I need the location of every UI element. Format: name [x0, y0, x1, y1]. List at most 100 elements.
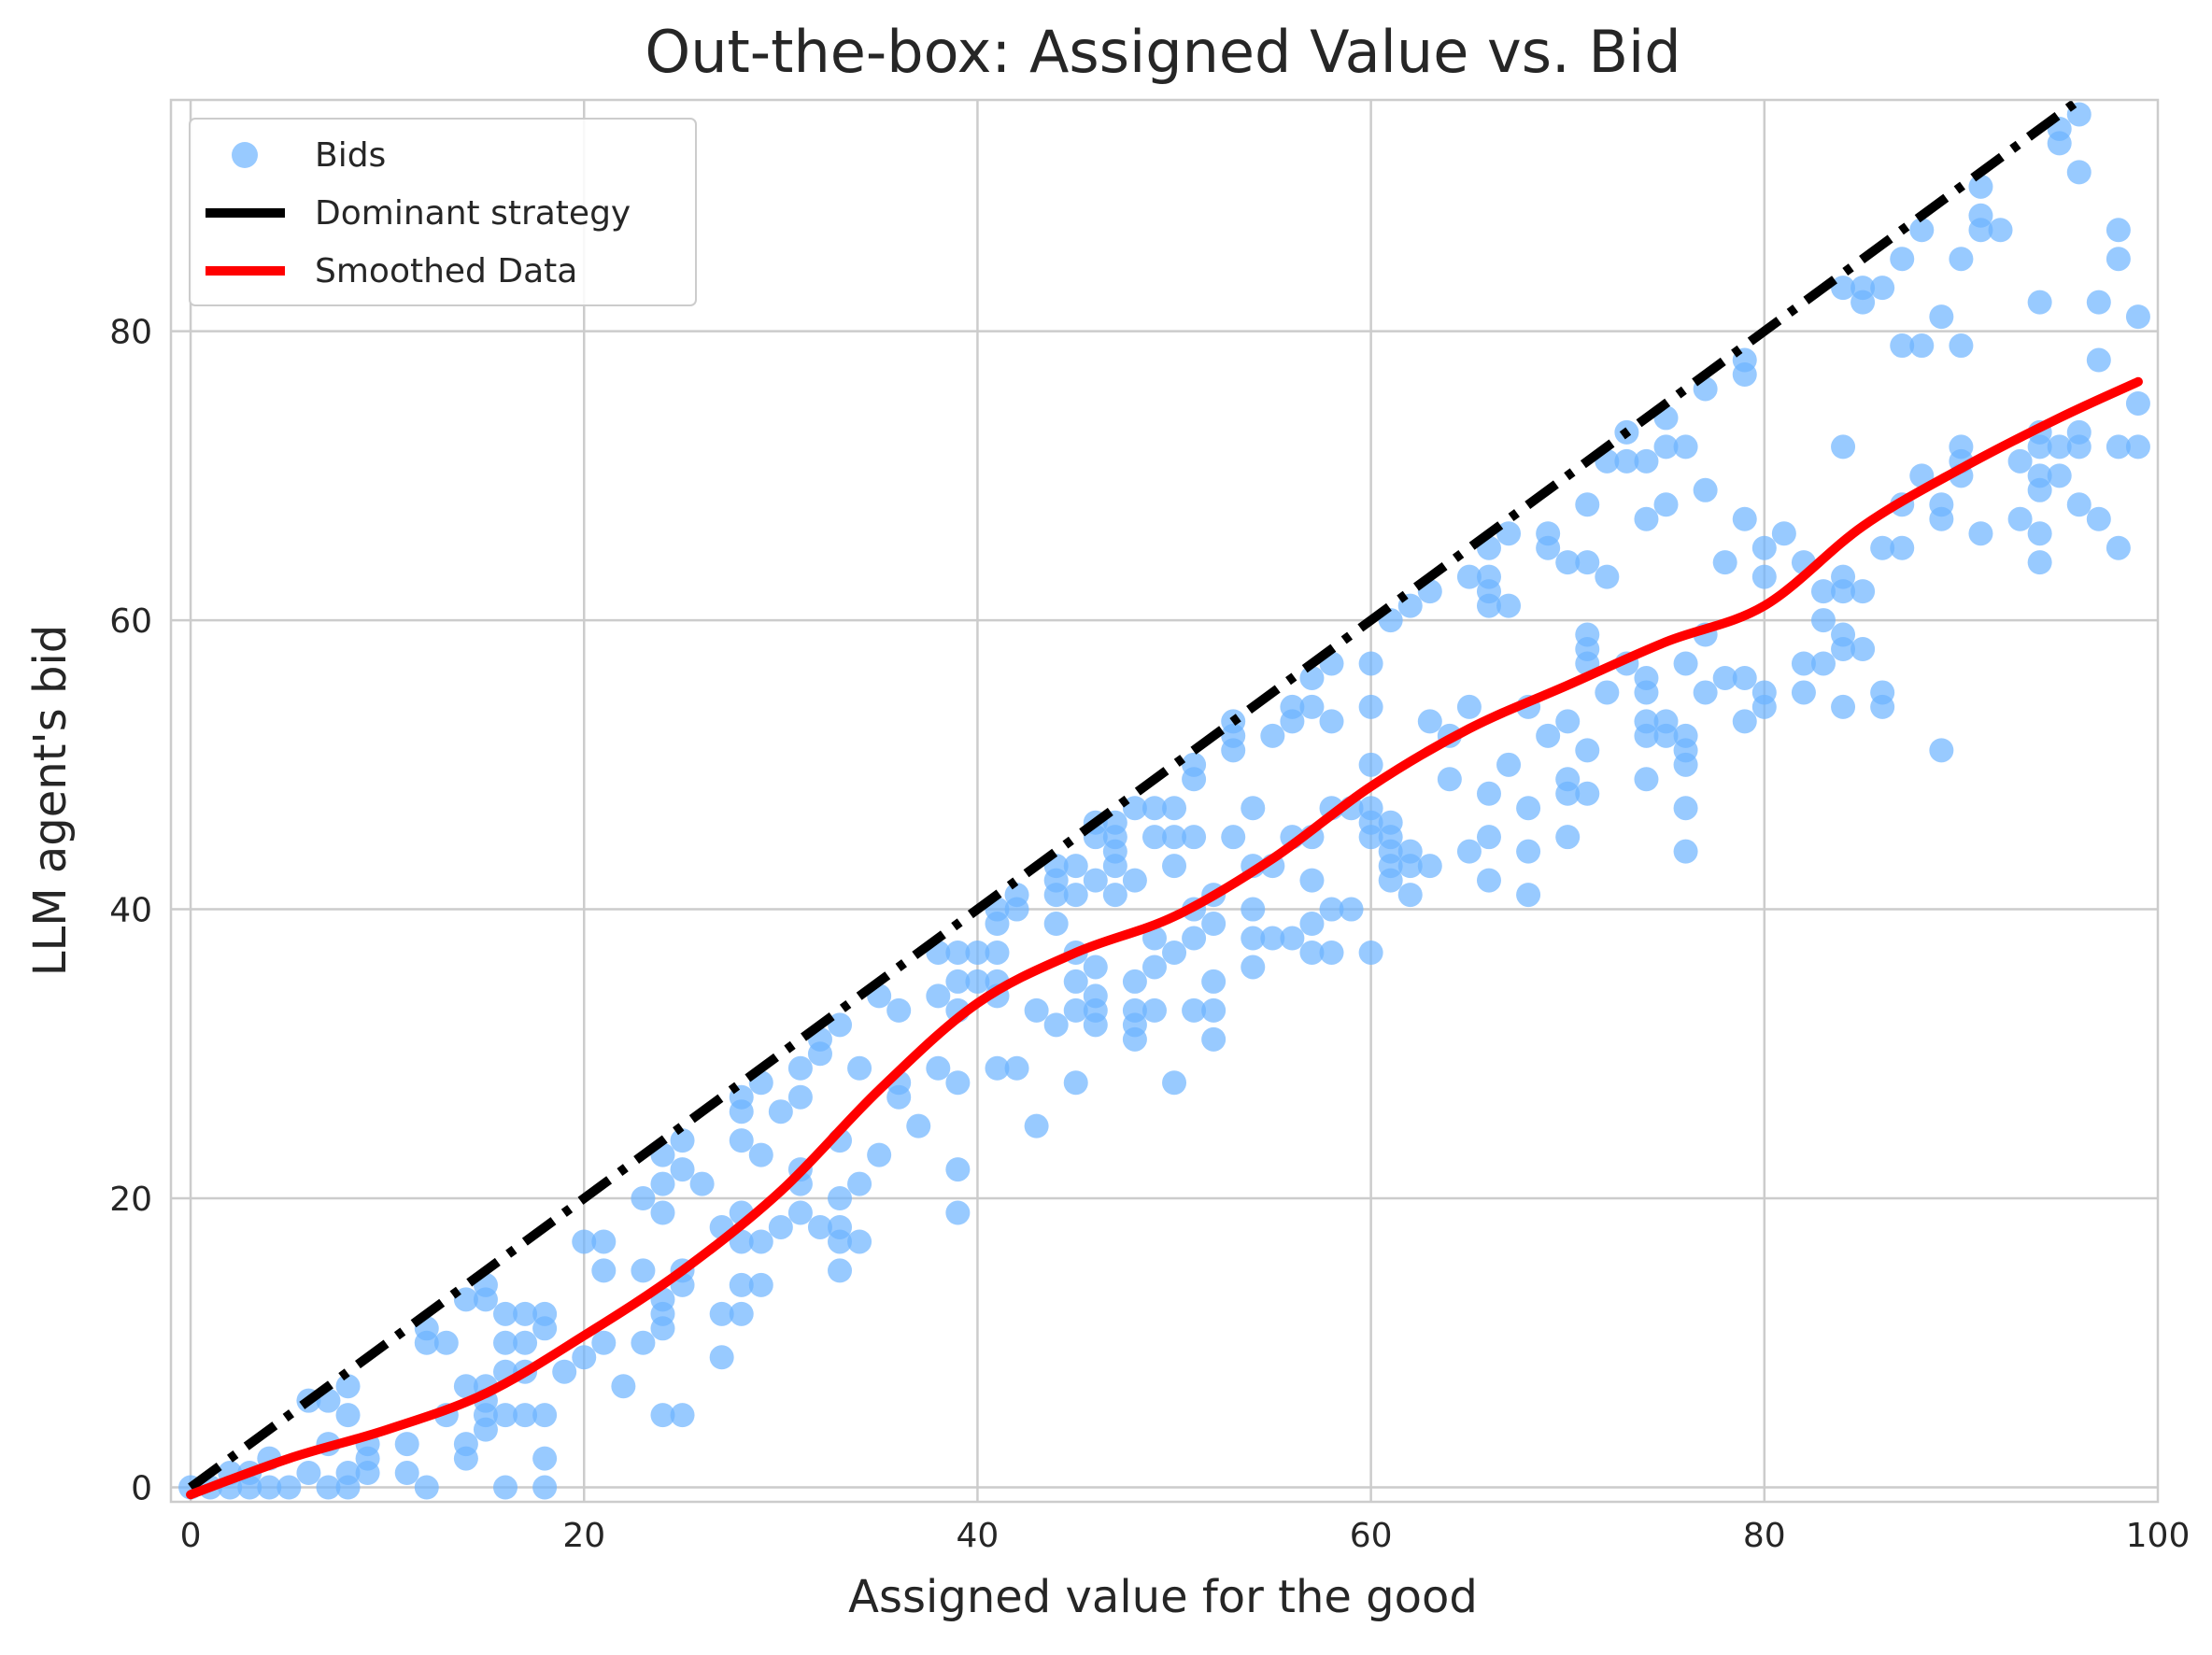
bid-point: [2106, 247, 2131, 272]
bid-point: [335, 1461, 361, 1486]
bid-point: [1555, 825, 1581, 850]
bid-point: [493, 1403, 518, 1428]
bid-point: [2066, 492, 2091, 517]
x-tick-label: 20: [562, 1517, 605, 1555]
smoothed-data-line: [186, 376, 2143, 1500]
bid-point: [1083, 983, 1108, 1009]
bid-point: [1673, 796, 1698, 821]
bid-point: [1634, 448, 1659, 474]
bid-point: [1653, 434, 1679, 460]
x-tick-label: 0: [180, 1517, 202, 1555]
bid-point: [1575, 550, 1600, 575]
bid-point: [1870, 680, 1895, 705]
bid-point: [926, 1055, 951, 1081]
bid-point: [1810, 579, 1836, 604]
bid-point: [1831, 564, 1856, 589]
bid-point: [631, 1258, 656, 1283]
legend-label-smoothed: Smoothed Data: [315, 252, 577, 290]
bid-point: [1280, 926, 1305, 951]
bid-point: [1732, 506, 1757, 531]
bid-point: [414, 1475, 439, 1500]
bid-point: [1791, 680, 1816, 705]
bid-point: [532, 1403, 558, 1428]
bid-point: [1673, 434, 1698, 460]
bid-point: [1850, 637, 1876, 662]
bid-point: [787, 1055, 813, 1081]
plot-area: [169, 95, 2160, 1504]
y-axis-ticks: 0 20 40 60 80: [109, 314, 152, 1508]
bid-point: [532, 1446, 558, 1471]
bid-point: [1319, 940, 1344, 965]
bid-point: [945, 1070, 971, 1096]
bid-point: [1496, 752, 1522, 777]
bid-point: [650, 1200, 675, 1225]
bid-point: [847, 1055, 872, 1081]
bid-point: [2125, 304, 2150, 330]
bid-point: [532, 1301, 558, 1326]
bid-point: [670, 1403, 695, 1428]
bid-point: [1693, 477, 1718, 502]
bid-point: [1162, 796, 1187, 821]
bid-point: [552, 1359, 577, 1384]
bid-point: [1732, 709, 1757, 734]
bid-point: [1476, 564, 1501, 589]
chart-title: Out-the-box: Assigned Value vs. Bid: [645, 18, 1680, 86]
bid-point: [276, 1475, 302, 1500]
bid-point: [1122, 969, 1147, 994]
bid-point: [1358, 940, 1383, 965]
bid-point: [1063, 997, 1088, 1023]
bid-point: [1122, 868, 1147, 893]
bid-point: [1141, 955, 1167, 980]
bid-point: [1712, 665, 1737, 690]
bid-point: [1417, 854, 1442, 879]
y-tick-label: 20: [109, 1181, 152, 1219]
y-tick-label: 40: [109, 892, 152, 930]
bid-point: [787, 1084, 813, 1110]
bid-point: [650, 1171, 675, 1196]
bid-point: [2106, 434, 2131, 460]
bid-point: [1536, 723, 1561, 748]
bid-point: [1201, 997, 1227, 1023]
bid-point: [1378, 810, 1403, 835]
bid-point: [1182, 926, 1207, 951]
bid-point: [2047, 463, 2072, 488]
bid-point: [1043, 912, 1069, 937]
bid-point: [1595, 680, 1620, 705]
bid-point: [1496, 521, 1522, 546]
bid-point: [1634, 665, 1659, 690]
bid-point: [748, 1272, 773, 1297]
bid-point: [1397, 883, 1423, 908]
bid-point: [591, 1258, 617, 1283]
x-tick-label: 40: [957, 1517, 1000, 1555]
bid-point: [787, 1200, 813, 1225]
bid-point: [1890, 535, 1915, 560]
bid-point: [1260, 926, 1285, 951]
bid-point: [1339, 897, 1364, 922]
legend-label-bids: Bids: [315, 136, 386, 175]
bid-point: [2007, 448, 2033, 474]
bid-point: [1299, 940, 1325, 965]
bid-point: [513, 1403, 538, 1428]
bid-point: [828, 1214, 853, 1239]
bid-point: [1496, 593, 1522, 618]
bid-point: [1929, 304, 1954, 330]
legend-marker-bids: [232, 142, 258, 168]
bid-point: [257, 1475, 282, 1500]
bid-point: [1909, 333, 1935, 359]
bid-point: [1162, 854, 1187, 879]
bid-point: [2027, 463, 2052, 488]
bid-point: [748, 1142, 773, 1167]
bid-point: [1693, 680, 1718, 705]
bid-point: [2027, 521, 2052, 546]
bid-point: [1949, 434, 1974, 460]
bid-point: [631, 1186, 656, 1211]
bid-point: [1929, 738, 1954, 763]
bid-point: [1595, 564, 1620, 589]
bid-point: [611, 1374, 636, 1399]
bid-point: [1850, 276, 1876, 301]
bid-point: [1555, 709, 1581, 734]
bid-point: [1201, 912, 1227, 937]
bid-point: [1831, 276, 1856, 301]
bid-point: [1634, 709, 1659, 734]
bid-point: [1850, 579, 1876, 604]
